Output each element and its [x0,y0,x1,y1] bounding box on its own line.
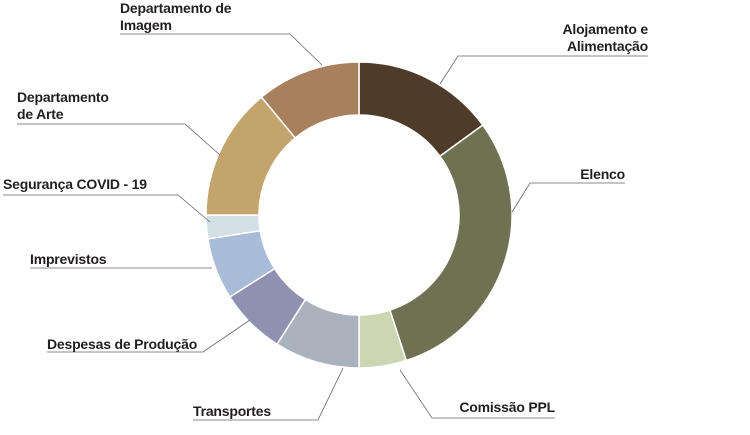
slice-label: Transportes [193,403,271,419]
leader-line [47,319,251,353]
leader-line [399,369,555,419]
slice-label: Departamento de Arte [17,89,109,122]
leader-line [439,55,648,85]
slice-label: Despesas de Produção [47,336,198,352]
slice-label: Departamento de Imagem [120,0,232,33]
leader-line [120,33,323,66]
slice-label: Elenco [580,166,625,182]
donut-slice [388,124,513,362]
slice-label: Comissão PPL [459,399,555,415]
donut-slice [260,61,360,140]
leader-line [3,194,211,223]
slice-label: Segurança COVID - 19 [3,176,147,192]
slice-label: Imprevistos [30,251,107,267]
slice-label: Alojamento e Alimentação [562,21,648,54]
leader-line [511,182,625,213]
leader-line [193,367,344,421]
leader-line [17,123,221,156]
